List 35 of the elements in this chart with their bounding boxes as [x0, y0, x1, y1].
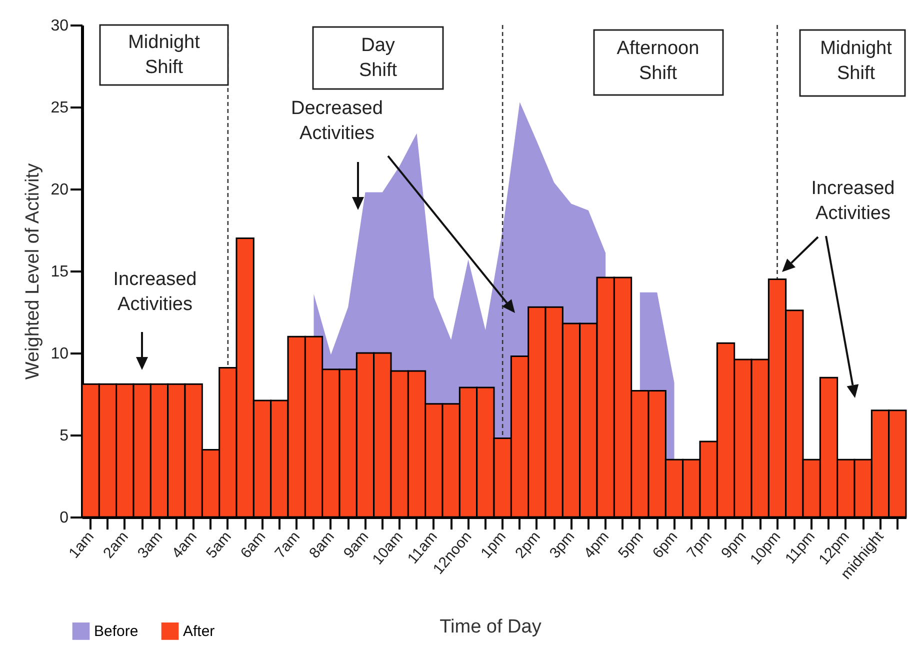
- y-tick-label: 15: [50, 264, 69, 280]
- x-axis-title: Time of Day: [440, 616, 542, 638]
- y-tick-label: 0: [60, 510, 69, 526]
- x-tick-label: 2pm: [512, 528, 544, 562]
- annotation: Increased Activities: [113, 269, 197, 315]
- x-tick-label: 5am: [203, 528, 235, 562]
- x-tick-label: 6pm: [649, 528, 682, 562]
- y-tick-label: 20: [50, 182, 69, 198]
- x-tick-label: 2am: [100, 528, 132, 562]
- y-tick-label: 30: [50, 18, 69, 34]
- legend-label: After: [183, 623, 215, 640]
- x-tick-label: 7pm: [684, 528, 716, 562]
- annotation: Increased Activities: [811, 178, 895, 224]
- x-tick-label: 7am: [272, 528, 304, 562]
- x-tick-label: 1pm: [478, 528, 510, 562]
- annotation: Day Shift: [358, 35, 398, 81]
- x-tick-label: 4am: [168, 528, 200, 562]
- y-tick-label: 25: [50, 100, 69, 116]
- x-tick-label: 1am: [66, 528, 98, 562]
- y-tick-label: 10: [50, 346, 69, 362]
- y-axis-title: Weighted Level of Activity: [22, 162, 44, 380]
- x-tick-label: 8am: [306, 528, 338, 562]
- x-tick-label: 3pm: [546, 528, 578, 562]
- legend-label: Before: [94, 623, 138, 640]
- annotation: Decreased Activities: [291, 98, 383, 144]
- x-tick-label: 4pm: [580, 528, 612, 562]
- x-tick-label: 5pm: [615, 528, 647, 562]
- annotation: Midnight Shift: [128, 32, 201, 78]
- annotation: Midnight Shift: [820, 38, 893, 84]
- x-tick-label: 9pm: [718, 528, 750, 562]
- x-tick-label: 9am: [340, 528, 372, 562]
- x-tick-label: 6am: [237, 528, 270, 562]
- x-tick-label: 3am: [134, 528, 166, 562]
- annotation: Afternoon Shift: [616, 38, 700, 84]
- y-tick-label: 5: [60, 428, 69, 444]
